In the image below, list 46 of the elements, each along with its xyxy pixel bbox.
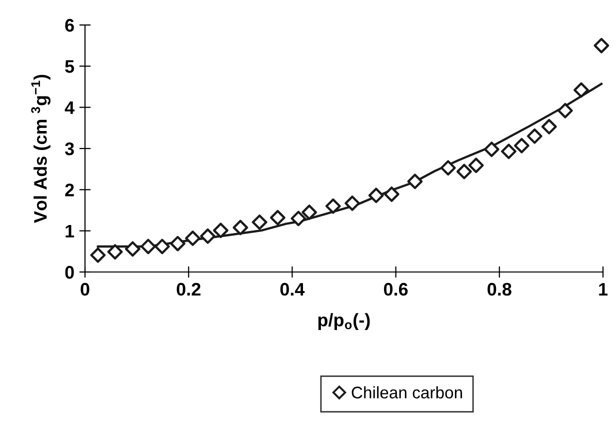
point	[124, 241, 140, 257]
point	[154, 238, 170, 254]
point	[574, 82, 589, 98]
x-tick-label: 0	[80, 282, 90, 296]
point	[484, 142, 500, 158]
x-tick-label: 1	[599, 283, 608, 296]
point	[290, 210, 306, 226]
y-tick-label: 1	[66, 224, 74, 238]
point	[456, 164, 472, 180]
point	[440, 160, 456, 176]
point	[594, 38, 610, 54]
point	[200, 228, 216, 244]
point	[344, 196, 360, 211]
y-tick-label: 5	[65, 60, 74, 73]
point	[501, 144, 516, 160]
point	[170, 236, 186, 252]
y-tick-label: 4	[64, 101, 74, 114]
x-tick-label: 0.8	[488, 282, 512, 296]
point	[232, 220, 248, 236]
y-tick-label: 6	[65, 18, 74, 32]
y-axis-title: Vol Ads (cm $^{3}$g$^{−1}$)	[31, 74, 50, 223]
point	[270, 210, 286, 226]
point	[384, 186, 400, 202]
x-tick-label: 0.2	[176, 282, 200, 296]
y-tick-label: 2	[65, 184, 74, 196]
point	[213, 222, 228, 238]
x-tick-label: 0.6	[384, 282, 408, 296]
point	[407, 174, 423, 190]
legend-label: Chilean carbon	[352, 386, 462, 398]
point	[107, 244, 123, 260]
point	[140, 238, 156, 254]
x-axis-title: p/p$_{o}$(-)	[318, 313, 370, 330]
x-tick-label: 0.4	[280, 282, 305, 296]
point	[514, 138, 530, 154]
point	[302, 204, 317, 220]
point	[252, 214, 268, 230]
point	[90, 247, 106, 263]
y-tick-label: 3	[64, 142, 74, 156]
point	[468, 158, 484, 174]
y-tick-label: 0	[65, 266, 74, 279]
point	[185, 230, 200, 246]
point	[325, 198, 341, 214]
point	[557, 102, 573, 118]
point	[526, 128, 542, 144]
point	[368, 188, 384, 204]
point	[541, 118, 557, 134]
